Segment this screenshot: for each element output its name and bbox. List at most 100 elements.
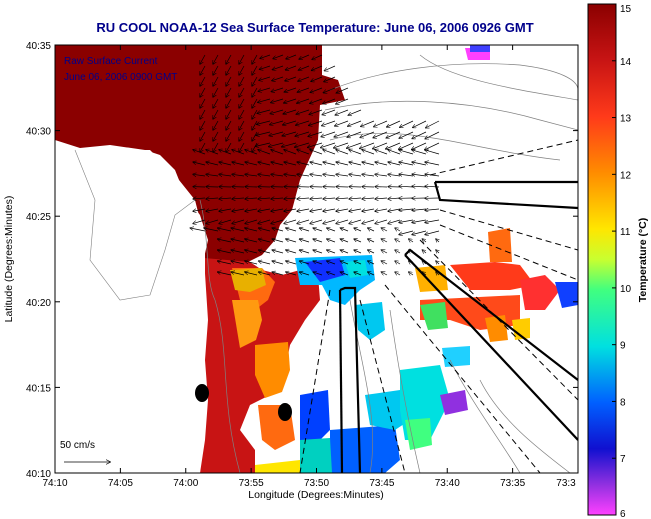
current-arrow [324, 65, 336, 71]
current-arrow [284, 98, 297, 103]
current-arrow [286, 261, 297, 265]
current-arrow [272, 261, 284, 265]
current-arrow [386, 142, 401, 149]
current-arrow [299, 250, 310, 254]
current-arrow [245, 239, 258, 243]
current-arrow [412, 230, 427, 235]
current-arrow [425, 209, 440, 210]
current-arrow [206, 209, 219, 211]
current-arrow [272, 65, 284, 70]
current-arrow [260, 54, 271, 58]
current-arrow [206, 198, 219, 199]
current-arrow [245, 261, 258, 265]
current-arrow [245, 250, 258, 254]
current-arrow [219, 209, 232, 211]
current-arrow [213, 87, 219, 97]
current-arrow [213, 131, 219, 141]
current-arrow [399, 209, 414, 210]
current-arrow [252, 54, 258, 64]
current-arrow [193, 219, 206, 224]
current-arrow [256, 142, 271, 146]
current-arrow [213, 76, 219, 86]
current-arrow [395, 261, 401, 264]
current-arrow [425, 219, 440, 223]
current-arrow [239, 65, 245, 75]
current-arrow [271, 150, 284, 155]
current-arrow [336, 209, 349, 211]
current-arrow [409, 239, 414, 242]
y-axis-title: Latitude (Degrees:Minutes) [3, 196, 15, 323]
current-arrow [231, 272, 245, 276]
current-arrow [425, 162, 440, 166]
colorbar-tick-label: 7 [620, 454, 626, 465]
x-tick-label: 74:10 [42, 478, 67, 489]
current-arrow [226, 142, 232, 152]
current-arrow [336, 219, 349, 224]
current-arrow [425, 186, 440, 187]
current-arrow [368, 228, 375, 231]
current-arrow [297, 198, 310, 199]
current-arrow [375, 219, 388, 224]
current-arrow [285, 76, 297, 81]
current-arrow [309, 109, 323, 114]
current-arrow [232, 219, 245, 224]
station-marker [195, 384, 209, 402]
current-arrow [324, 76, 336, 82]
current-arrow [245, 198, 258, 199]
current-arrow [259, 250, 271, 254]
y-tick-label: 40:30 [26, 127, 51, 138]
current-arrow [412, 150, 427, 155]
current-arrow [239, 131, 245, 141]
current-arrow [399, 131, 414, 138]
current-arrow [239, 142, 245, 152]
current-arrow [245, 174, 258, 176]
current-arrow [310, 150, 323, 155]
current-arrow [204, 228, 219, 232]
current-arrow [336, 174, 349, 176]
current-arrow [388, 150, 401, 155]
current-arrow [270, 120, 284, 125]
current-arrow [409, 272, 414, 275]
colorbar-tick-label: 10 [620, 284, 632, 295]
current-arrow [200, 65, 206, 75]
current-arrow [218, 272, 232, 276]
current-arrow [239, 87, 245, 97]
current-arrow [399, 186, 414, 187]
current-arrow [284, 219, 297, 224]
current-arrow [284, 150, 297, 155]
current-arrow [272, 76, 284, 81]
current-arrow [206, 174, 219, 176]
current-arrow [286, 272, 297, 276]
current-arrow [334, 142, 349, 148]
current-arrow [334, 131, 349, 137]
current-arrow [336, 87, 349, 93]
current-arrow [258, 162, 271, 166]
current-arrow [323, 174, 336, 176]
current-arrow [286, 228, 297, 232]
current-arrow [323, 87, 336, 93]
current-arrow [425, 174, 440, 176]
current-arrow [322, 109, 336, 115]
current-arrow [297, 150, 310, 155]
x-tick-label: 73:50 [304, 478, 329, 489]
current-arrow [213, 65, 219, 75]
colorbar-tick-label: 15 [620, 4, 632, 15]
current-arrow [388, 198, 401, 199]
current-arrow [284, 209, 297, 211]
current-arrow [310, 219, 323, 224]
current-arrow [313, 261, 323, 265]
current-arrow [297, 87, 310, 92]
current-arrow [297, 162, 310, 166]
x-tick-label: 73:35 [500, 478, 525, 489]
current-arrow [239, 98, 245, 108]
current-arrow [354, 250, 362, 254]
current-arrow [286, 239, 297, 243]
map-title: RU COOL NOAA-12 Sea Surface Temperature:… [96, 20, 534, 35]
current-arrow [335, 120, 349, 126]
legend-current-time: June 06, 2006 0900 GMT [64, 72, 177, 83]
scale-label: 50 cm/s [60, 440, 95, 451]
current-arrow [226, 87, 232, 97]
current-arrow [313, 228, 323, 232]
current-arrow [395, 272, 401, 275]
current-arrow [362, 162, 375, 166]
